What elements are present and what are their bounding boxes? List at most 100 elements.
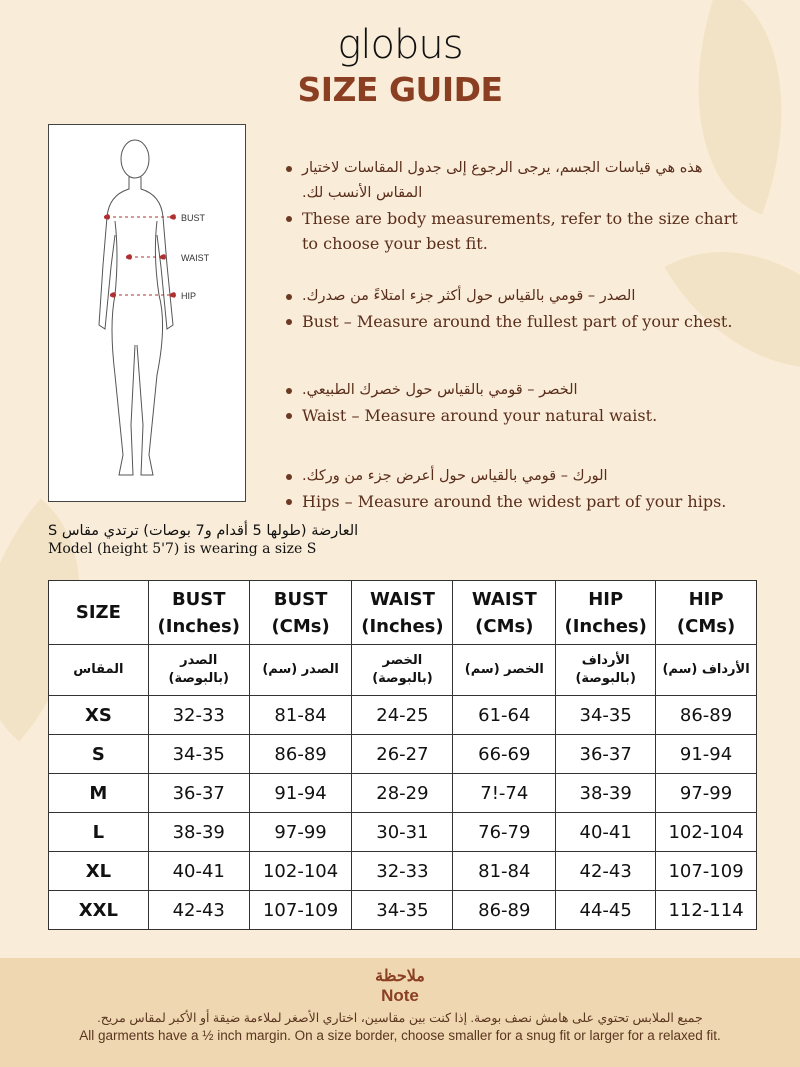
instruction-en: Waist – Measure around your natural wais…	[302, 406, 658, 425]
measurement-instructions: هذه هي قياسات الجسم، يرجى الرجوع إلى جدو…	[286, 156, 746, 542]
measurement-cell: 86-89	[248, 734, 353, 774]
brand-logo: globus	[337, 22, 463, 68]
header-text: BUST	[273, 588, 328, 610]
body-figure: BUST WAIST HIP	[48, 124, 246, 502]
model-info-en: Model (height 5'7) is wearing a size S	[48, 541, 317, 557]
bullet-icon	[286, 294, 292, 300]
measurement-cell: 34-35	[555, 695, 657, 735]
measurement-cell: 40-41	[555, 812, 657, 852]
column-header-ar: المقاس	[48, 644, 149, 696]
measurement-cell: 30-31	[351, 812, 454, 852]
column-header: WAIST (Inches)	[351, 580, 454, 645]
size-cell: M	[48, 773, 149, 813]
bullet-icon	[286, 413, 292, 419]
measurement-cell: 102-104	[655, 812, 757, 852]
measurement-cell: 24-25	[351, 695, 454, 735]
measurement-cell: 66-69	[452, 734, 557, 774]
table-row: XL 40-41 102-104 32-33 81-84 42-43 107-109	[48, 851, 757, 891]
column-header: BUST (CMs)	[248, 580, 353, 645]
column-header-ar: الصدر (سم)	[248, 644, 353, 696]
model-info: العارضة (طولها 5 أقدام و7 بوصات) ترتدي م…	[48, 522, 358, 558]
measurement-cell: 86-89	[655, 695, 757, 735]
measurement-cell: 26-27	[351, 734, 454, 774]
bullet-icon	[286, 499, 292, 505]
header-text: HIP	[588, 588, 624, 610]
body-outline-icon: BUST WAIST HIP	[98, 139, 210, 476]
measurement-cell: 97-99	[248, 812, 353, 852]
measurement-cell: 28-29	[351, 773, 454, 813]
column-header-ar: الأرداف (بالبوصة)	[555, 644, 657, 696]
header-text: WAIST	[369, 588, 435, 610]
page-title: SIZE GUIDE	[297, 70, 503, 109]
note-title-ar: ملاحظة	[375, 968, 425, 985]
size-cell: XXL	[48, 890, 149, 930]
measurement-cell: 44-45	[555, 890, 657, 930]
instruction-en: Hips – Measure around the widest part of…	[302, 492, 727, 511]
header-text: (Inches)	[564, 615, 647, 637]
measurement-cell: 40-41	[147, 851, 250, 891]
instruction-en: These are body measurements, refer to th…	[302, 209, 738, 253]
header-text: (CMs)	[271, 615, 330, 637]
column-header-ar: الصدر (بالبوصة)	[147, 644, 250, 696]
size-cell: XS	[48, 695, 149, 735]
column-header-ar: الأرداف (سم)	[655, 644, 757, 696]
measurement-cell: 32-33	[351, 851, 454, 891]
table-row: S 34-35 86-89 26-27 66-69 36-37 91-94	[48, 734, 757, 774]
note-text-en: All garments have a ½ inch margin. On a …	[79, 1028, 721, 1043]
measurement-cell: 32-33	[147, 695, 250, 735]
measurement-cell: 7!-74	[452, 773, 557, 813]
bust-label: BUST	[181, 213, 206, 223]
measurement-cell: 91-94	[655, 734, 757, 774]
table-row: XS 32-33 81-84 24-25 61-64 34-35 86-89	[48, 695, 757, 735]
header-text: (CMs)	[676, 615, 736, 637]
header-row: SIZE BUST (Inches) BUST (CMs) WAIST (Inches) WA…	[48, 580, 757, 645]
column-header-ar: الخصر (سم)	[452, 644, 557, 696]
size-cell: L	[48, 812, 149, 852]
measurement-cell: 91-94	[248, 773, 353, 813]
measurement-cell: 38-39	[147, 812, 250, 852]
header-row-ar: المقاس الصدر (بالبوصة) الصدر (سم) الخصر (با…	[48, 644, 757, 696]
instruction-ar: الصدر – قومي بالقياس حول أكثر جزء امتلاء…	[302, 288, 636, 304]
measurement-cell: 107-109	[248, 890, 353, 930]
column-header: HIP (CMs)	[655, 580, 757, 645]
measurement-cell: 34-35	[351, 890, 454, 930]
measurement-cell: 81-84	[248, 695, 353, 735]
measurement-cell: 34-35	[147, 734, 250, 774]
measurement-cell: 86-89	[452, 890, 557, 930]
bullet-icon	[286, 319, 292, 325]
size-cell: S	[48, 734, 149, 774]
table-row: L 38-39 97-99 30-31 76-79 40-41 102-104	[48, 812, 757, 852]
measurement-cell: 76-79	[452, 812, 557, 852]
instruction-ar: الورك – قومي بالقياس حول أعرض جزء من ورك…	[302, 468, 608, 484]
note-section: ملاحظة Note جميع الملابس تحتوي على هامش …	[0, 958, 800, 1067]
bullet-icon	[286, 474, 292, 480]
table-row: XXL 42-43 107-109 34-35 86-89 44-45 112-114	[48, 890, 757, 930]
measurement-cell: 107-109	[655, 851, 757, 891]
measurement-cell: 38-39	[555, 773, 657, 813]
column-header-ar: الخصر (بالبوصة)	[351, 644, 454, 696]
measurement-cell: 81-84	[452, 851, 557, 891]
model-info-ar: العارضة (طولها 5 أقدام و7 بوصات) ترتدي م…	[48, 523, 359, 539]
measurement-cell: 97-99	[655, 773, 757, 813]
note-title-en: Note	[381, 986, 419, 1005]
measurement-cell: 42-43	[147, 890, 250, 930]
size-cell: XL	[48, 851, 149, 891]
header-text: SIZE	[75, 602, 121, 623]
bullet-icon	[286, 216, 292, 222]
column-header: SIZE	[48, 580, 149, 645]
instruction-ar: هذه هي قياسات الجسم، يرجى الرجوع إلى جدو…	[302, 160, 703, 201]
header-text: (Inches)	[157, 615, 240, 637]
waist-label: WAIST	[181, 253, 210, 263]
column-header: HIP (Inches)	[555, 580, 657, 645]
column-header: WAIST (CMs)	[452, 580, 557, 645]
measurement-cell: 36-37	[147, 773, 250, 813]
note-text-ar: جميع الملابس تحتوي على هامش نصف بوصة. إذ…	[97, 1011, 703, 1025]
header-text: (CMs)	[475, 615, 534, 637]
header-text: BUST	[171, 588, 226, 610]
bullet-icon	[286, 166, 292, 172]
measurement-cell: 112-114	[655, 890, 757, 930]
header-text: (Inches)	[361, 615, 444, 637]
size-chart-table: SIZE BUST (Inches) BUST (CMs) WAIST (Inches) WA…	[48, 580, 757, 930]
bullet-icon	[286, 388, 292, 394]
measurement-cell: 61-64	[452, 695, 557, 735]
